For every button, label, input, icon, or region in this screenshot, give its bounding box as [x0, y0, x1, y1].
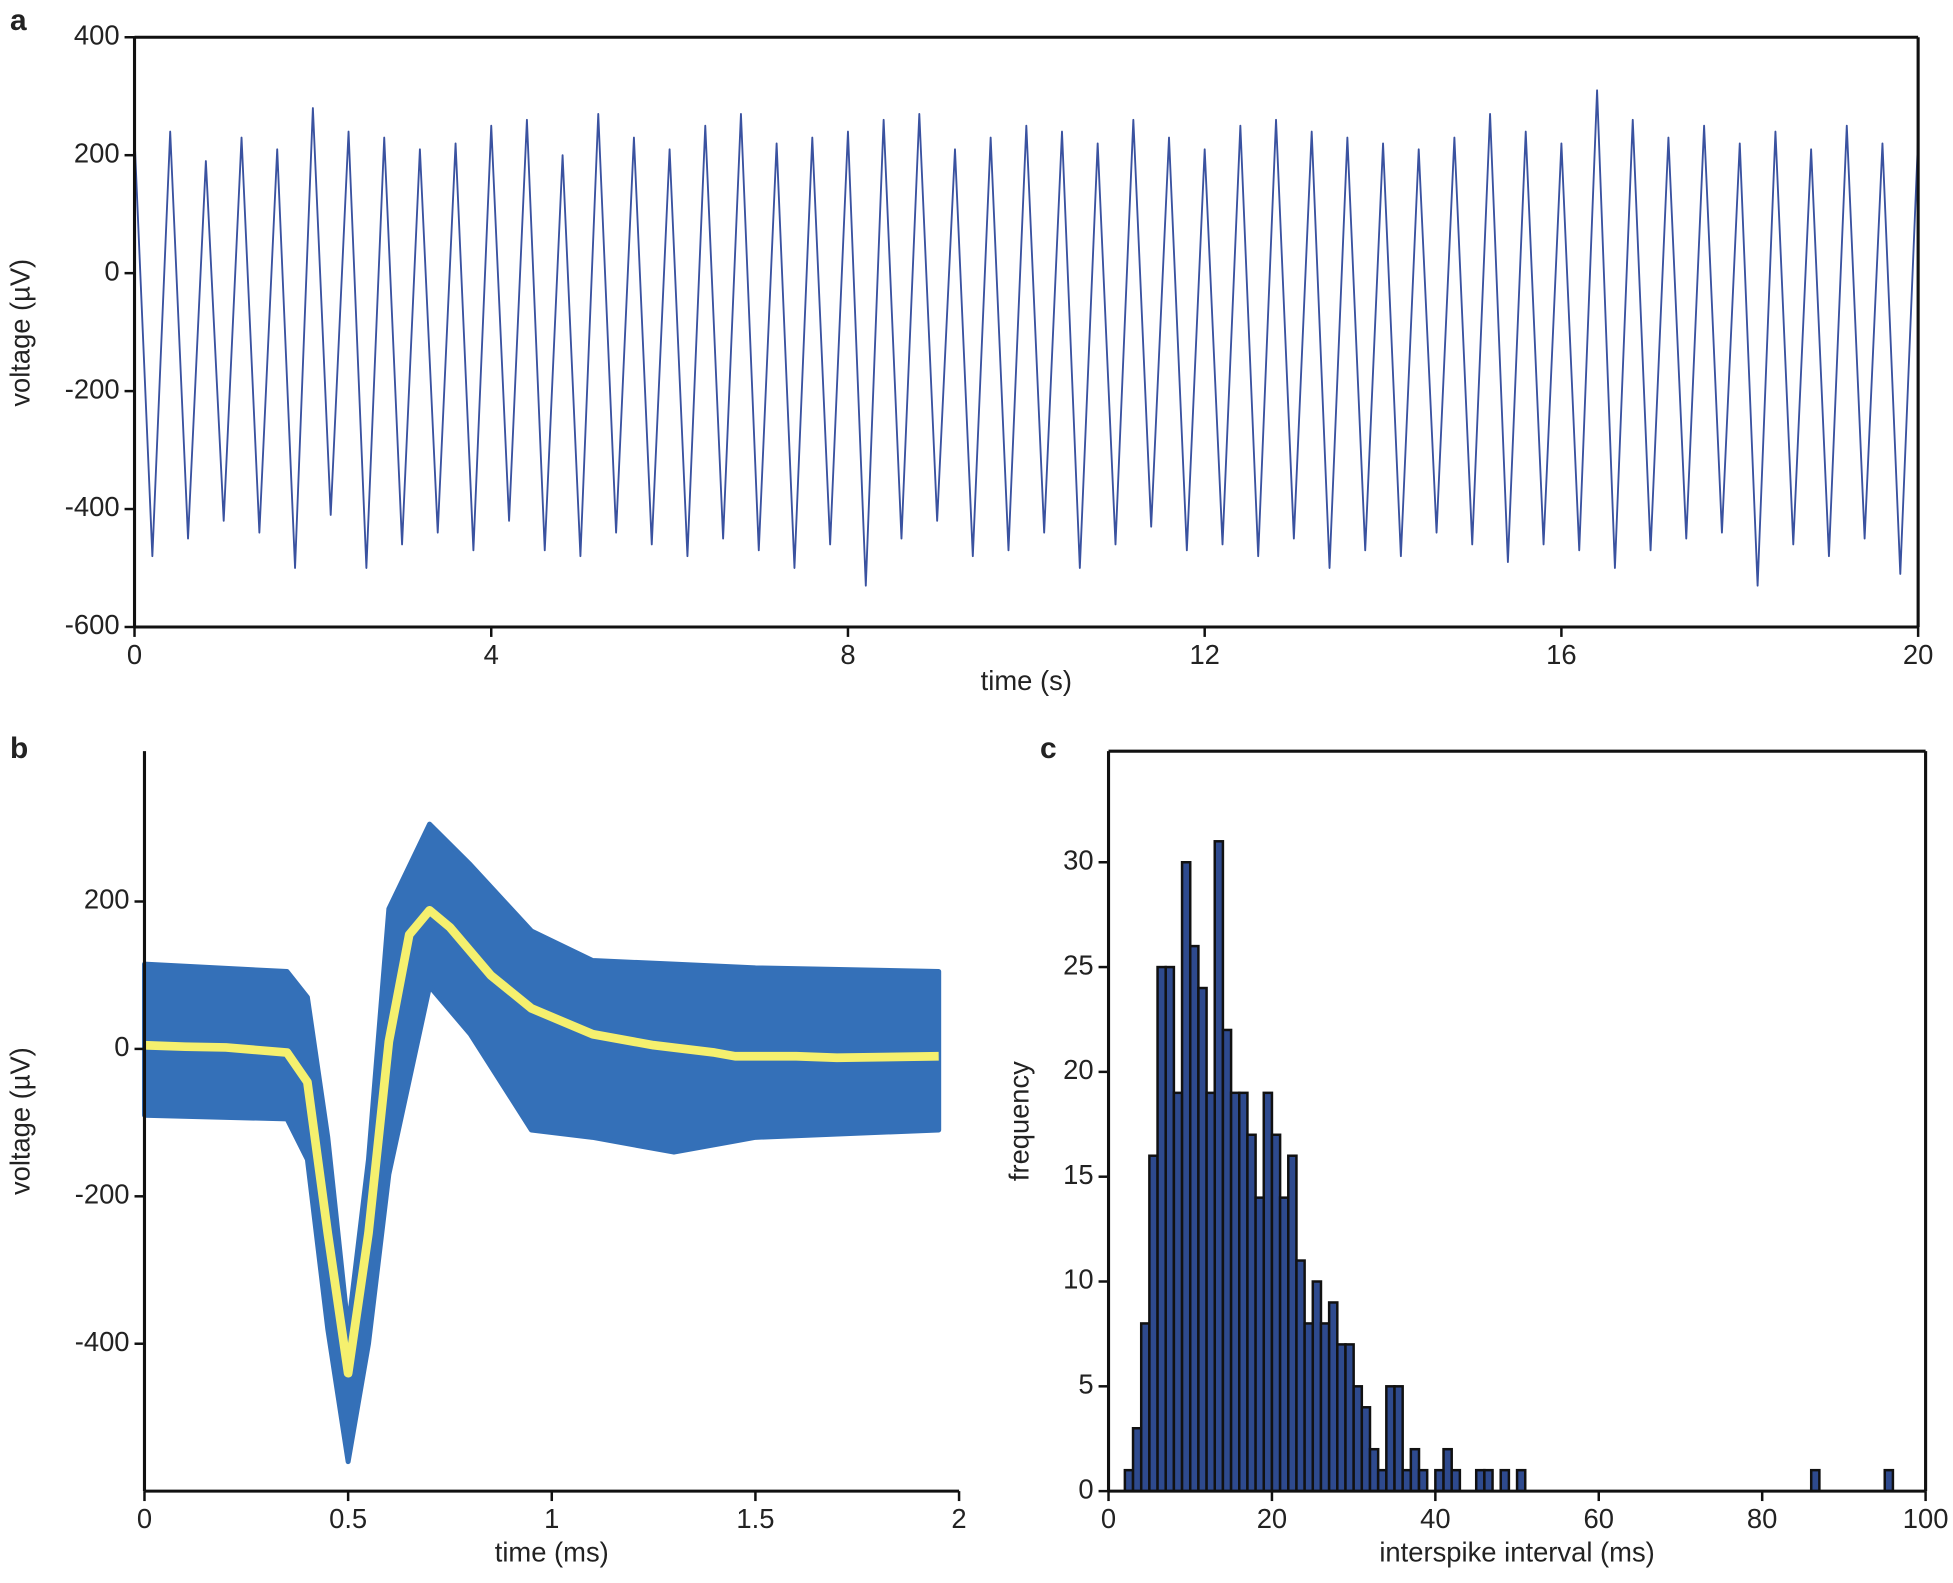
- y-tick-label: 200: [84, 884, 130, 915]
- x-tick-label: 1: [544, 1503, 559, 1534]
- x-tick-label: 80: [1747, 1503, 1777, 1534]
- x-tick-label: 12: [1189, 639, 1219, 670]
- y-axis-title: voltage (µV): [5, 259, 36, 407]
- y-tick-label: 10: [1063, 1264, 1093, 1295]
- trace: [144, 906, 939, 1378]
- x-axis-title: interspike interval (ms): [1379, 1537, 1654, 1568]
- bar: [1483, 1468, 1494, 1493]
- bar: [1450, 1468, 1462, 1493]
- bar: [1515, 1468, 1527, 1493]
- y-tick-label: -600: [65, 609, 120, 640]
- y-tick-label: 20: [1063, 1054, 1093, 1085]
- y-tick-label: 0: [1078, 1473, 1093, 1504]
- panel-letter: a: [10, 4, 27, 37]
- x-tick-label: 20: [1903, 639, 1933, 670]
- x-tick-label: 0: [1101, 1503, 1116, 1534]
- x-tick-label: 40: [1420, 1503, 1450, 1534]
- x-tick-label: 60: [1584, 1503, 1614, 1534]
- y-tick-label: -400: [75, 1326, 130, 1357]
- x-axis-title: time (ms): [495, 1537, 609, 1568]
- bar: [1883, 1468, 1895, 1493]
- y-tick-label: 15: [1063, 1159, 1093, 1190]
- bar: [1499, 1468, 1511, 1493]
- x-tick-label: 0.5: [329, 1503, 367, 1534]
- x-tick-label: 8: [840, 639, 855, 670]
- y-axis-title: voltage (µV): [5, 1047, 36, 1195]
- x-tick-label: 1.5: [736, 1503, 774, 1534]
- y-tick-label: -400: [65, 491, 120, 522]
- x-tick-label: 16: [1546, 639, 1576, 670]
- bar: [1417, 1468, 1429, 1493]
- y-tick-label: 5: [1078, 1369, 1093, 1400]
- x-tick-label: 100: [1903, 1503, 1949, 1534]
- x-tick-label: 4: [484, 639, 499, 670]
- y-tick-label: 200: [74, 137, 120, 168]
- waveform-band: [141, 821, 942, 1465]
- panel-letter: b: [10, 732, 28, 765]
- y-axis-title: frequency: [1004, 1061, 1035, 1181]
- y-tick-label: 25: [1063, 949, 1093, 980]
- x-tick-label: 0: [137, 1503, 152, 1534]
- y-tick-label: 0: [114, 1031, 129, 1062]
- bar: [1809, 1468, 1821, 1493]
- y-tick-label: 0: [104, 255, 119, 286]
- x-tick-label: 20: [1257, 1503, 1287, 1534]
- y-tick-label: -200: [75, 1179, 130, 1210]
- x-tick-label: 0: [127, 639, 142, 670]
- x-axis-title: time (s): [981, 665, 1072, 696]
- panel-letter: c: [1040, 732, 1057, 765]
- y-tick-label: 400: [74, 19, 120, 50]
- y-tick-label: 30: [1063, 844, 1093, 875]
- y-tick-label: -200: [65, 373, 120, 404]
- trace: [133, 89, 1920, 587]
- x-tick-label: 2: [951, 1503, 966, 1534]
